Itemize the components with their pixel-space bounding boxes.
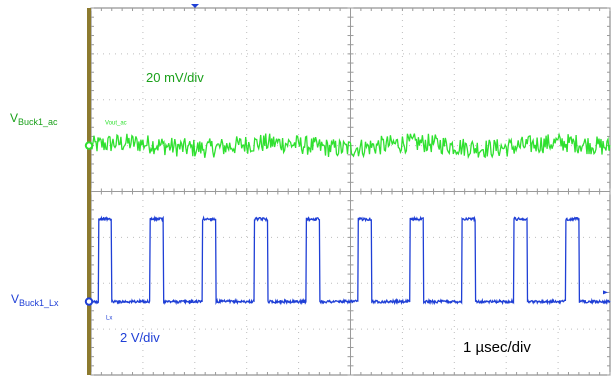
timebase-label: 1 µsec/div	[463, 339, 531, 356]
ground-marker-1	[84, 141, 94, 150]
ground-marker-2	[84, 297, 94, 306]
trace-buck1-ac	[90, 132, 611, 160]
channel2-scale-label: 2 V/div	[120, 330, 160, 345]
trace-buck1-lx	[90, 215, 611, 306]
channel1-label: VBuck1_ac	[10, 111, 58, 127]
trace-tag-1: Vout_ac	[105, 121, 127, 127]
trigger-marker	[191, 4, 199, 8]
channel1-scale-label: 20 mV/div	[146, 70, 204, 85]
channel2-label: VBuck1_Lx	[11, 292, 59, 308]
trace-tag-2: Lx	[106, 316, 112, 322]
frame-edge-left	[87, 8, 91, 375]
reference-arrow-right	[603, 290, 608, 295]
